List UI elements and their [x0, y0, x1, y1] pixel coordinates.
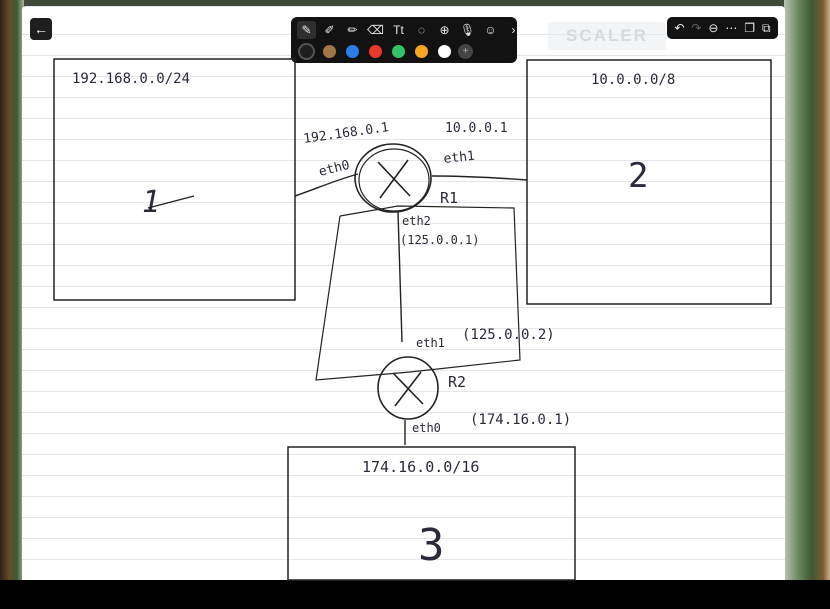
arrow-left-icon: ←: [34, 21, 48, 37]
shared-segment: [315, 205, 521, 381]
r1-eth2-ip: (125.0.0.1): [400, 233, 479, 247]
undo-icon[interactable]: ↶: [674, 21, 685, 35]
network-3-number: 3: [418, 520, 445, 571]
network-2-label: 10.0.0.0/8: [591, 72, 675, 88]
color-swatch[interactable]: [415, 44, 428, 58]
zoom-out-icon[interactable]: ⊖: [708, 21, 719, 35]
r1-eth2-label: eth2: [402, 214, 431, 228]
link-n1-r1: [294, 173, 359, 197]
r2-eth1-label: eth1: [416, 336, 445, 350]
color-swatch[interactable]: [323, 44, 336, 58]
tools-row: ✎ ✐ ✏ ⌫ Tt ◌ ⊕ 🎙 ☺ ›: [297, 20, 523, 40]
watermark: SCALER: [548, 22, 666, 50]
brush-icon[interactable]: ✐: [324, 23, 335, 37]
sticker-icon[interactable]: ☺: [484, 23, 497, 37]
colors-row: +: [297, 41, 473, 61]
chevron-right-icon[interactable]: ›: [511, 23, 516, 37]
text-icon[interactable]: Tt: [393, 23, 404, 37]
more-colors-button[interactable]: +: [458, 43, 473, 59]
history-toolbar: ↶ ↷ ⊖ ⋯ ❐ ⧉: [667, 17, 778, 39]
pen-icon[interactable]: ✎: [297, 21, 316, 39]
r1-eth1-label: eth1: [443, 149, 476, 167]
network-2-number: 2: [628, 156, 648, 196]
link-r1-n2: [431, 175, 528, 181]
router-r2: [377, 356, 439, 420]
redo-icon[interactable]: ↷: [691, 21, 702, 35]
eraser-icon[interactable]: ⌫: [367, 23, 384, 37]
whiteboard-canvas[interactable]: [22, 6, 785, 580]
network-3-box: [287, 446, 576, 581]
drawing-toolbar: ✎ ✐ ✏ ⌫ Tt ◌ ⊕ 🎙 ☺ › +: [291, 17, 517, 63]
link-r1-r2: [397, 211, 403, 343]
r1-eth1-ip: 10.0.0.1: [445, 121, 508, 136]
microphone-icon[interactable]: 🎙: [459, 23, 476, 37]
network-2-box: [526, 59, 772, 305]
r2-name: R2: [448, 373, 466, 391]
color-swatch[interactable]: [369, 44, 382, 58]
marker-icon[interactable]: ✏: [347, 23, 358, 37]
r1-name: R1: [440, 189, 458, 207]
color-swatch[interactable]: [300, 44, 313, 58]
bottom-bar: [0, 580, 830, 609]
r2-eth0-ip: (174.16.0.1): [470, 412, 571, 428]
shape-icon[interactable]: ◌: [417, 23, 426, 37]
r1-eth0-label: eth0: [317, 158, 351, 180]
r2-eth1-ip: (125.0.0.2): [462, 327, 555, 343]
r1-eth0-ip: 192.168.0.1: [302, 120, 389, 147]
background-left: [0, 0, 24, 580]
network-3-label: 174.16.0.0/16: [362, 458, 479, 476]
color-swatch[interactable]: [438, 44, 451, 58]
router-r1: [354, 143, 432, 213]
more-icon[interactable]: ⋯: [725, 21, 738, 35]
network-1-label: 192.168.0.0/24: [72, 71, 190, 87]
back-button[interactable]: ←: [30, 18, 52, 40]
color-swatch[interactable]: [392, 44, 405, 58]
color-swatch[interactable]: [346, 44, 359, 58]
copy-icon[interactable]: ⧉: [761, 20, 771, 35]
network-1-underline: [147, 195, 195, 209]
add-icon[interactable]: ⊕: [439, 23, 450, 37]
network-1-number: 1: [142, 185, 160, 220]
r2-eth0-label: eth0: [412, 421, 441, 435]
network-1-box: [53, 58, 296, 301]
background-right: [784, 0, 830, 580]
pages-icon[interactable]: ❐: [744, 21, 756, 35]
